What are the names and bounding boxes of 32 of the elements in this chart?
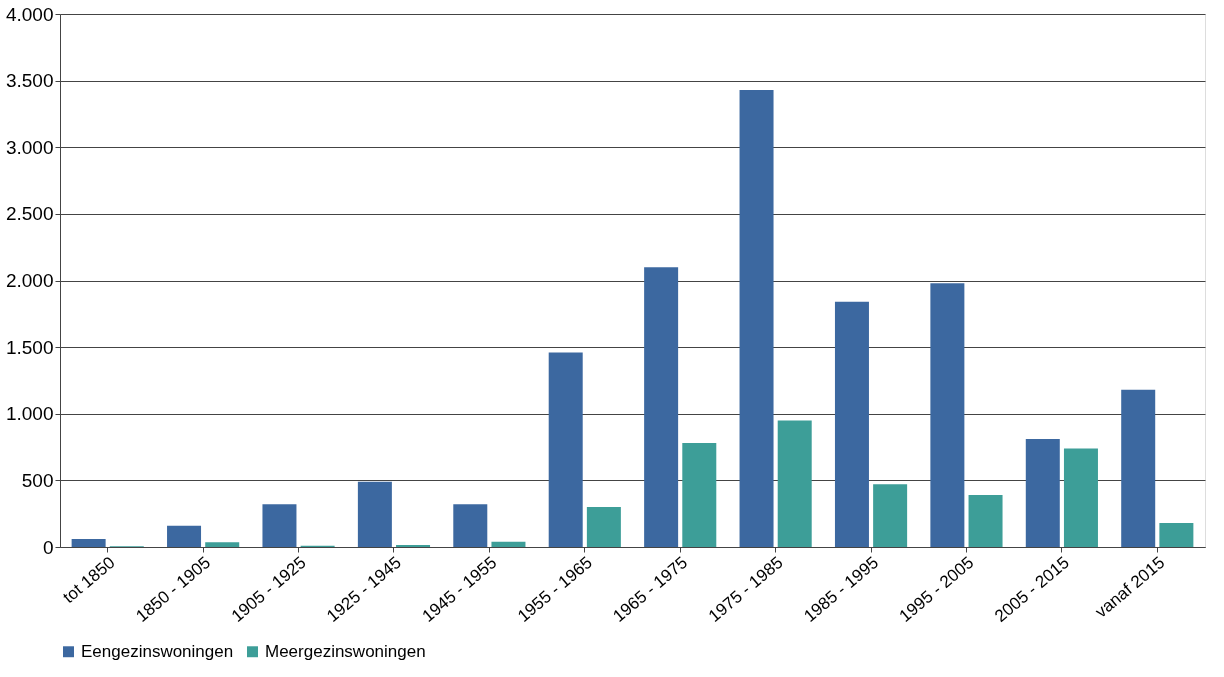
bar [873,484,908,547]
bar [262,504,297,547]
bar [167,525,202,547]
bar [739,89,774,547]
bar [548,352,583,547]
y-tick-label: 1.000 [5,403,54,425]
bar [834,301,869,547]
bar [1063,448,1098,547]
bar [357,481,392,547]
bar [1159,523,1194,547]
bar [71,539,106,547]
legend-label: Eengezinswoningen [81,641,234,661]
bar [777,420,812,547]
bar [930,283,965,547]
y-tick-label: 1.500 [5,336,54,358]
y-tick-label: 4.000 [5,3,54,25]
y-tick-label: 500 [21,469,54,491]
bar [682,443,717,547]
y-tick-label: 2.000 [5,270,54,291]
bar [968,495,1003,547]
bar [1121,389,1156,547]
y-tick-label: 3.000 [5,136,54,158]
y-tick-label: 3.500 [5,70,54,92]
legend-label: Meergezinswoningen [265,641,426,661]
bar [1025,439,1060,547]
bar [644,267,679,547]
bar [205,542,240,547]
y-tick-label: 2.500 [5,203,54,225]
bar [586,507,621,547]
bar [453,504,488,547]
y-tick-label: 0 [42,536,54,558]
bar [491,541,526,547]
